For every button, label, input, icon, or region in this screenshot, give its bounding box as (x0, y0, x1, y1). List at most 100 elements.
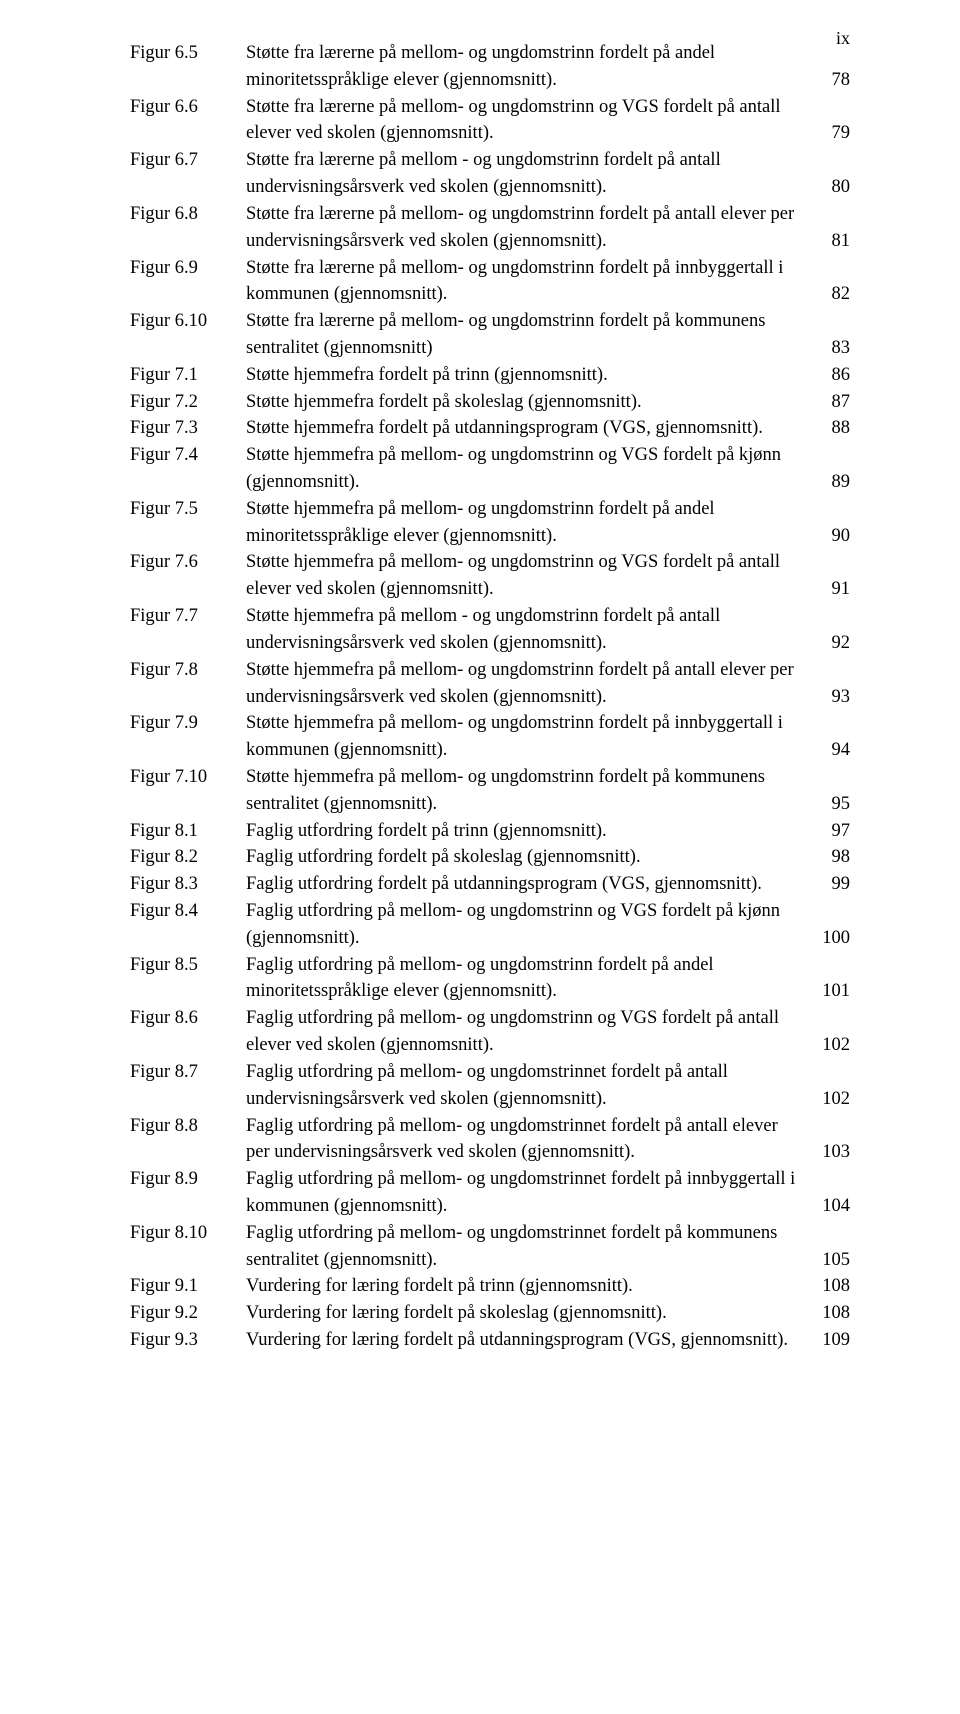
figure-description: Støtte hjemmefra på mellom- og ungdomstr… (246, 496, 812, 550)
figure-key: Figur 8.3 (130, 871, 230, 898)
list-item: Figur 8.3 Faglig utfordring fordelt på ut… (130, 871, 850, 898)
figure-page: 94 (824, 737, 851, 764)
figure-desc-wrap: Faglig utfordring fordelt på skoleslag (… (246, 844, 850, 871)
figure-description: Støtte fra lærerne på mellom- og ungdoms… (246, 255, 812, 309)
figure-desc-wrap: Faglig utfordring fordelt på trinn (gjen… (246, 818, 850, 845)
figure-desc-wrap: Faglig utfordring på mellom- og ungdomst… (246, 1220, 850, 1274)
list-item: Figur 7.7Støtte hjemmefra på mellom - og… (130, 603, 850, 657)
figure-key: Figur 7.2 (130, 389, 230, 416)
list-item: Figur 9.1Vurdering for læring fordelt på… (130, 1273, 850, 1300)
figure-desc-wrap: Støtte fra lærerne på mellom- og ungdoms… (246, 308, 850, 362)
list-item: Figur 6.7Støtte fra lærerne på mellom - … (130, 147, 850, 201)
list-item: Figur 8.8 Faglig utfordring på mellom- og… (130, 1113, 850, 1167)
figure-page: 80 (824, 174, 851, 201)
figure-key: Figur 8.6 (130, 1005, 230, 1032)
figure-list: Figur 6.5Støtte fra lærerne på mellom- o… (130, 40, 850, 1354)
figure-desc-wrap: Støtte hjemmefra på mellom- og ungdomstr… (246, 496, 850, 550)
figure-desc-wrap: Faglig utfordring på mellom- og ungdomst… (246, 1113, 850, 1167)
figure-desc-wrap: Støtte fra lærerne på mellom- og ungdoms… (246, 201, 850, 255)
figure-key: Figur 7.7 (130, 603, 230, 630)
figure-description: Støtte hjemmefra på mellom- og ungdomstr… (246, 710, 812, 764)
list-item: Figur 8.6 Faglig utfordring på mellom- og… (130, 1005, 850, 1059)
figure-desc-wrap: Støtte hjemmefra på mellom- og ungdomstr… (246, 657, 850, 711)
figure-page: 102 (814, 1086, 850, 1113)
figure-key: Figur 8.2 (130, 844, 230, 871)
figure-key: Figur 7.3 (130, 415, 230, 442)
figure-page: 92 (824, 630, 851, 657)
figure-desc-wrap: Faglig utfordring på mellom- og ungdomst… (246, 1059, 850, 1113)
figure-key: Figur 7.1 (130, 362, 230, 389)
list-item: Figur 7.4 Støtte hjemmefra på mellom- og … (130, 442, 850, 496)
figure-page: 90 (824, 523, 851, 550)
figure-page: 78 (824, 67, 851, 94)
figure-description: Vurdering for læring fordelt på trinn (g… (246, 1273, 802, 1300)
list-item: Figur 8.2 Faglig utfordring fordelt på sk… (130, 844, 850, 871)
list-item: Figur 9.3 Vurdering for læring fordelt på… (130, 1327, 850, 1354)
figure-page: 99 (824, 871, 851, 898)
figure-description: Vurdering for læring fordelt på skolesla… (246, 1300, 802, 1327)
figure-description: Vurdering for læring fordelt på utdannin… (246, 1327, 802, 1354)
figure-description: Støtte hjemmefra på mellom- og ungdomstr… (246, 442, 812, 496)
figure-page: 79 (824, 120, 851, 147)
figure-desc-wrap: Vurdering for læring fordelt på skolesla… (246, 1300, 850, 1327)
figure-page: 95 (824, 791, 851, 818)
figure-desc-wrap: Faglig utfordring på mellom- og ungdomst… (246, 898, 850, 952)
figure-page: 91 (824, 576, 851, 603)
figure-description: Faglig utfordring på mellom- og ungdomst… (246, 1220, 802, 1274)
figure-description: Faglig utfordring på mellom- og ungdomst… (246, 952, 802, 1006)
figure-key: Figur 8.1 (130, 818, 230, 845)
list-item: Figur 6.8 Støtte fra lærerne på mellom- o… (130, 201, 850, 255)
figure-page: 81 (824, 228, 851, 255)
figure-page: 104 (814, 1193, 850, 1220)
figure-description: Faglig utfordring på mellom- og ungdomst… (246, 1166, 802, 1220)
figure-desc-wrap: Støtte hjemmefra på mellom- og ungdomstr… (246, 710, 850, 764)
list-item: Figur 7.1Støtte hjemmefra fordelt på tri… (130, 362, 850, 389)
page: ix Figur 6.5Støtte fra lærerne på mellom… (0, 0, 960, 1394)
figure-key: Figur 7.9 (130, 710, 230, 737)
figure-page: 105 (814, 1247, 850, 1274)
figure-desc-wrap: Faglig utfordring på mellom- og ungdomst… (246, 952, 850, 1006)
list-item: Figur 8.9Faglig utfordring på mellom- og… (130, 1166, 850, 1220)
figure-key: Figur 8.7 (130, 1059, 230, 1086)
figure-key: Figur 8.10 (130, 1220, 230, 1247)
figure-description: Støtte hjemmefra på mellom- og ungdomstr… (246, 764, 812, 818)
figure-desc-wrap: Faglig utfordring på mellom- og ungdomst… (246, 1005, 850, 1059)
figure-key: Figur 7.4 (130, 442, 230, 469)
figure-key: Figur 7.8 (130, 657, 230, 684)
figure-key: Figur 9.2 (130, 1300, 230, 1327)
figure-description: Støtte fra lærerne på mellom - og ungdom… (246, 147, 812, 201)
figure-desc-wrap: Støtte hjemmefra fordelt på skoleslag (g… (246, 389, 850, 416)
figure-key: Figur 8.8 (130, 1113, 230, 1140)
list-item: Figur 8.10 Faglig utfordring på mellom- o… (130, 1220, 850, 1274)
figure-desc-wrap: Støtte hjemmefra på mellom- og ungdomstr… (246, 764, 850, 818)
figure-description: Faglig utfordring på mellom- og ungdomst… (246, 1113, 802, 1167)
list-item: Figur 8.1 Faglig utfordring fordelt på tr… (130, 818, 850, 845)
figure-description: Faglig utfordring fordelt på skoleslag (… (246, 844, 812, 871)
figure-key: Figur 7.5 (130, 496, 230, 523)
list-item: Figur 7.8 Støtte hjemmefra på mellom- og … (130, 657, 850, 711)
page-number: ix (836, 28, 850, 49)
figure-page: 108 (814, 1300, 850, 1327)
list-item: Figur 8.4Faglig utfordring på mellom- og… (130, 898, 850, 952)
figure-desc-wrap: Støtte fra lærerne på mellom- og ungdoms… (246, 94, 850, 148)
figure-description: Faglig utfordring på mellom- og ungdomst… (246, 898, 802, 952)
figure-description: Faglig utfordring på mellom- og ungdomst… (246, 1005, 802, 1059)
figure-key: Figur 7.10 (130, 764, 230, 791)
figure-key: Figur 9.3 (130, 1327, 230, 1354)
figure-page: 98 (824, 844, 851, 871)
list-item: Figur 6.9Støtte fra lærerne på mellom- o… (130, 255, 850, 309)
list-item: Figur 6.10Støtte fra lærerne på mellom- … (130, 308, 850, 362)
list-item: Figur 8.7 Faglig utfordring på mellom- og… (130, 1059, 850, 1113)
figure-description: Støtte fra lærerne på mellom- og ungdoms… (246, 40, 812, 94)
figure-desc-wrap: Støtte fra lærerne på mellom - og ungdom… (246, 147, 850, 201)
list-item: Figur 7.5 Støtte hjemmefra på mellom- og … (130, 496, 850, 550)
figure-description: Faglig utfordring fordelt på utdanningsp… (246, 871, 812, 898)
figure-key: Figur 8.5 (130, 952, 230, 979)
list-item: Figur 7.6Støtte hjemmefra på mellom- og … (130, 549, 850, 603)
figure-key: Figur 6.8 (130, 201, 230, 228)
figure-page: 102 (814, 1032, 850, 1059)
figure-description: Støtte hjemmefra på mellom- og ungdomstr… (246, 549, 812, 603)
figure-page: 97 (824, 818, 851, 845)
figure-page: 108 (814, 1273, 850, 1300)
list-item: Figur 7.2 Støtte hjemmefra fordelt på sko… (130, 389, 850, 416)
